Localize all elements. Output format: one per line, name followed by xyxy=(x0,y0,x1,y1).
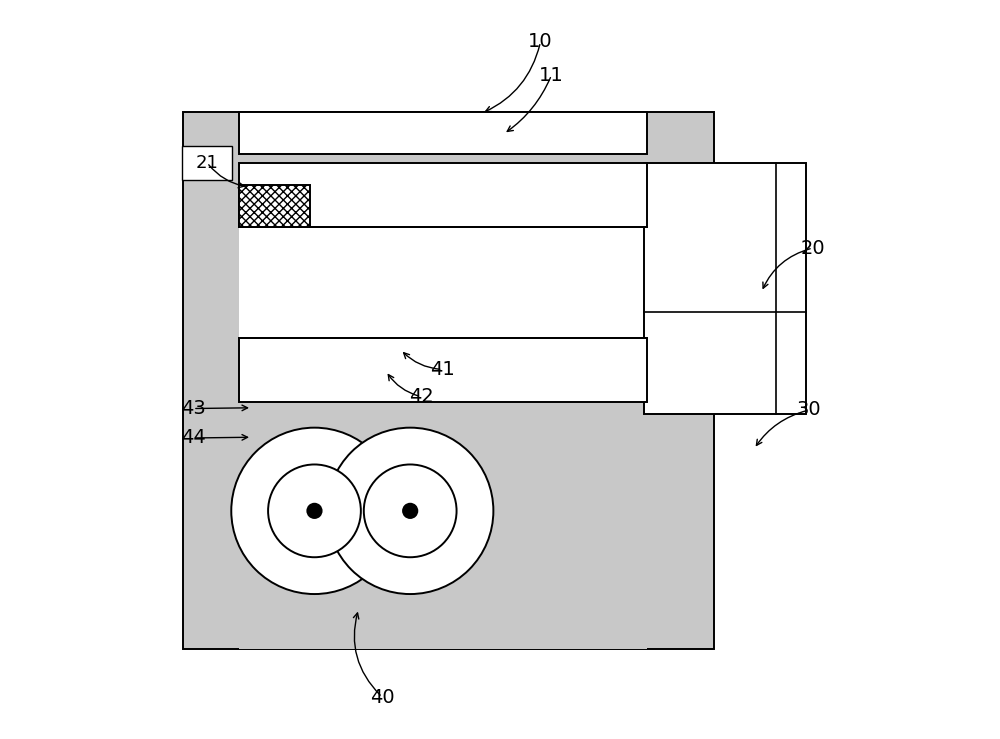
Text: 30: 30 xyxy=(797,401,822,420)
Circle shape xyxy=(327,428,493,594)
Circle shape xyxy=(231,428,398,594)
Text: 21: 21 xyxy=(196,154,218,171)
Circle shape xyxy=(364,465,457,557)
Text: 42: 42 xyxy=(409,387,434,406)
Text: 41: 41 xyxy=(430,360,455,379)
Circle shape xyxy=(268,465,361,557)
Bar xyxy=(183,112,714,650)
Bar xyxy=(239,338,647,402)
Bar xyxy=(239,112,647,154)
Text: 40: 40 xyxy=(370,687,395,706)
Bar xyxy=(239,185,310,228)
Bar xyxy=(239,402,647,650)
Circle shape xyxy=(306,503,323,519)
Text: 20: 20 xyxy=(801,239,825,257)
Text: 43: 43 xyxy=(181,399,205,418)
Bar xyxy=(644,163,806,414)
Bar xyxy=(239,228,647,338)
Bar xyxy=(239,163,647,228)
Text: 10: 10 xyxy=(528,33,553,52)
Text: 44: 44 xyxy=(181,429,205,448)
Bar xyxy=(182,146,232,180)
Text: 11: 11 xyxy=(539,66,564,84)
Circle shape xyxy=(402,503,418,519)
